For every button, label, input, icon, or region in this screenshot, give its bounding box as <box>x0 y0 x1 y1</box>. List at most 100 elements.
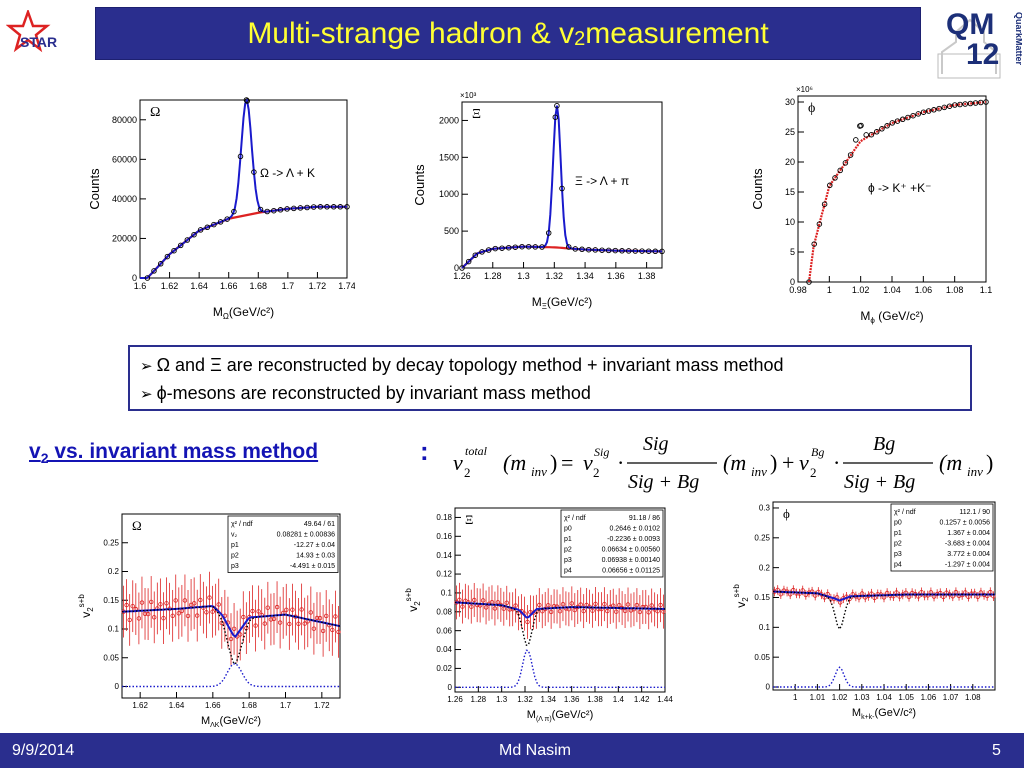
data-point <box>879 126 885 132</box>
data-point <box>157 261 164 267</box>
data-point <box>217 219 224 225</box>
data-point <box>224 216 230 222</box>
x-tick-label: 1.38 <box>638 271 656 281</box>
data-point <box>297 205 304 211</box>
bullet-arrow-icon: ➢ <box>140 386 153 403</box>
data-point <box>545 603 551 608</box>
background-fit-line <box>807 100 987 283</box>
data-point <box>483 605 489 610</box>
data-point <box>277 620 283 625</box>
data-point <box>184 237 191 243</box>
data-point <box>161 615 166 621</box>
svg-text:v: v <box>583 450 593 475</box>
svg-text:·: · <box>617 450 624 475</box>
x-tick-label: 1.68 <box>241 701 257 710</box>
particle-label: Ξ <box>472 107 481 122</box>
data-point <box>344 204 350 210</box>
signal-fit-line <box>140 97 347 279</box>
svg-text:Bg: Bg <box>873 433 895 455</box>
data-point <box>465 258 472 265</box>
fit-param-name: p0 <box>894 520 902 527</box>
data-point <box>592 247 599 253</box>
data-point <box>164 601 169 606</box>
y-tick-label: 0 <box>115 682 120 691</box>
data-point <box>585 246 592 253</box>
y-tick-label: 0.3 <box>759 504 771 513</box>
y-tick-label: 0.16 <box>436 532 452 541</box>
y-tick-label: 0 <box>132 273 137 283</box>
data-point <box>241 614 246 620</box>
v2-plot-omega: 1.62 1.64 1.66 1.68 1.7 1.72 0 0.05 0.1 0.15 0.2 0.… <box>78 508 348 730</box>
data-point <box>525 243 532 250</box>
svg-text:v: v <box>799 450 809 475</box>
data-point <box>130 603 135 609</box>
data-point <box>310 204 317 210</box>
particle-label: ϕ <box>808 101 815 116</box>
data-point <box>978 99 984 106</box>
svg-text:Bg: Bg <box>811 445 824 459</box>
particle-label: ϕ <box>783 506 790 521</box>
x-tick-label: 1.07 <box>943 693 959 702</box>
y-tick-label: 0 <box>448 683 453 692</box>
footer-date: 9/9/2014 <box>12 742 75 759</box>
data-point <box>505 244 512 251</box>
data-point <box>915 111 922 117</box>
fit-param-name: p1 <box>564 536 572 543</box>
svg-text:QuarkMatter: QuarkMatter <box>1014 12 1022 66</box>
data-point <box>816 221 823 227</box>
x-tick-label: 1.64 <box>190 281 208 291</box>
x-tick-label: 1 <box>827 285 832 295</box>
data-point <box>569 601 574 606</box>
fit-param-value: -3.683 ± 0.004 <box>945 541 990 548</box>
data-point <box>479 249 485 255</box>
x-tick-label: 1.36 <box>607 271 625 281</box>
y-tick-label: 20000 <box>112 233 137 243</box>
signal-fraction-line <box>455 649 665 688</box>
x-axis-label: MΩ(GeV/c²) <box>213 305 274 321</box>
fit-param-name: χ² / ndf <box>231 521 253 528</box>
decay-label: ϕ -> K⁺ +K⁻ <box>868 181 931 195</box>
y-tick-label: 0.04 <box>436 645 452 654</box>
decay-label: Ω -> Λ + K <box>260 166 315 180</box>
data-point <box>827 182 833 189</box>
data-point <box>842 160 849 166</box>
method-colon: : <box>420 436 429 466</box>
fit-param-name: p3 <box>894 551 902 558</box>
fit-param-name: p2 <box>564 547 572 554</box>
svg-text:+: + <box>782 450 794 475</box>
data-point <box>333 614 338 619</box>
y-tick-label: 0.15 <box>754 593 770 602</box>
data-point <box>658 602 663 608</box>
svg-text:(m: (m <box>503 450 526 475</box>
data-point <box>936 105 942 112</box>
svg-text:Sig: Sig <box>594 445 609 459</box>
x-tick-label: 1.7 <box>282 281 295 291</box>
y-tick-label: 0 <box>790 277 795 287</box>
footer-bar <box>0 733 1024 768</box>
data-point <box>847 152 854 158</box>
data-point <box>216 602 221 607</box>
data-point <box>244 98 250 104</box>
data-point <box>537 602 542 608</box>
y-axis-label: v2s+b <box>733 584 750 608</box>
fit-param-name: χ² / ndf <box>564 515 586 522</box>
y-tick-label: 1500 <box>439 152 459 162</box>
data-point <box>139 600 145 605</box>
data-point <box>265 605 270 610</box>
data-point <box>639 248 645 254</box>
data-point <box>894 118 901 124</box>
data-point <box>472 252 479 258</box>
y-tick-label: 60000 <box>112 154 137 164</box>
x-tick-label: 1.3 <box>517 271 530 281</box>
fit-param-name: p3 <box>564 557 572 564</box>
axis-multiplier: ×10⁶ <box>796 85 813 94</box>
y-tick-label: 15 <box>785 187 795 197</box>
data-point <box>593 601 598 607</box>
x-tick-label: 1.74 <box>338 281 355 291</box>
data-point <box>499 245 505 251</box>
method-heading[interactable]: v2 vs. invariant mass method <box>29 440 319 467</box>
data-point <box>492 606 498 611</box>
fit-param-value: 49.64 / 61 <box>304 521 335 528</box>
data-point <box>480 598 486 603</box>
qm12-logo: QM 12 QuarkMatter <box>937 8 1022 79</box>
